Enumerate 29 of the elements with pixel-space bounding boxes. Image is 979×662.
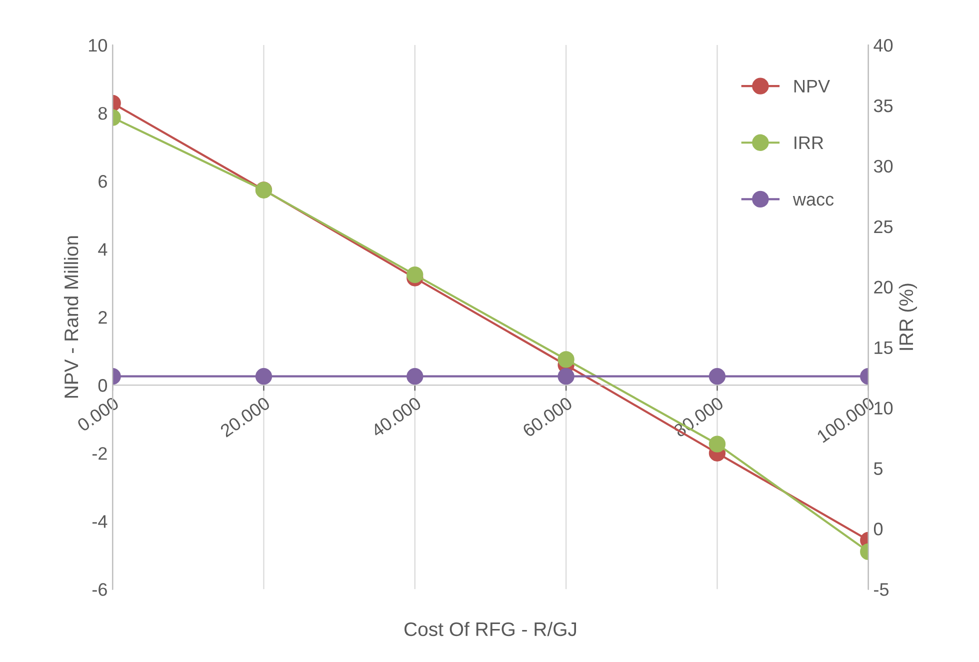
y-tick-label: 2 xyxy=(98,311,107,324)
y2-tick-label: 10 xyxy=(874,402,893,415)
point xyxy=(558,351,574,368)
y2-tick-label: 5 xyxy=(874,462,883,475)
y2-tick-label: 20 xyxy=(874,280,893,294)
y-tick-label: -6 xyxy=(92,583,107,596)
point xyxy=(558,368,574,385)
y-tick-label: 0 xyxy=(98,379,108,392)
y-tick-label: 4 xyxy=(98,243,108,256)
x-axis-title: Cost Of RFG - R/GJ xyxy=(404,622,576,636)
legend-label: IRR xyxy=(794,136,824,149)
legend-label: wacc xyxy=(792,196,834,206)
y2-tick-label: 25 xyxy=(874,220,893,234)
y-tick-label: 10 xyxy=(89,38,108,52)
legend-label: NPV xyxy=(794,80,830,92)
y2-tick-label: -5 xyxy=(874,583,889,596)
y2-axis-title: IRR (%) xyxy=(898,284,917,350)
y2-tick-label: 40 xyxy=(874,38,893,52)
y2-tick-label: 15 xyxy=(874,341,893,354)
point xyxy=(406,266,424,284)
point xyxy=(406,368,424,385)
y-axis-title: NPV - Rand Million xyxy=(64,236,78,398)
y2-tick-label: 35 xyxy=(874,99,893,112)
y2-tick-label: 30 xyxy=(874,160,893,173)
y2-tick-label: 0 xyxy=(874,522,883,536)
y-tick-label: 8 xyxy=(98,106,107,120)
y-tick-label: 6 xyxy=(98,174,107,188)
y-tick-label: -4 xyxy=(92,515,108,528)
y-tick-label: -2 xyxy=(92,447,107,460)
